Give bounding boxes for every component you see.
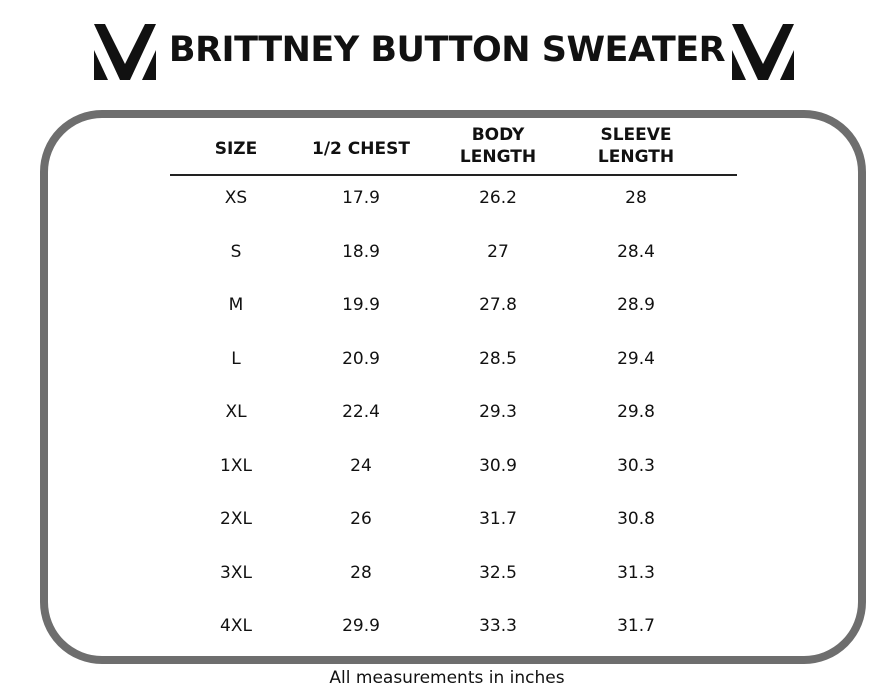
table-cell: 28.9	[617, 295, 655, 315]
table-cell: 30.8	[617, 509, 655, 529]
table-cell: 27.8	[479, 295, 517, 315]
table-cell: L	[231, 348, 241, 369]
table-cell: 18.9	[342, 241, 380, 262]
table-cell: 17.9	[342, 188, 380, 208]
table-cell: 26	[350, 509, 372, 529]
table-cell: 29.3	[479, 402, 517, 422]
column-header: BODY LENGTH	[459, 125, 537, 167]
table-cell: 26.2	[479, 188, 517, 208]
table-cell: 28	[625, 188, 647, 208]
table-cell: 30.9	[479, 455, 517, 476]
table-cell: 20.9	[342, 348, 380, 369]
title: BRITTNEY BUTTON SWEATER	[168, 30, 726, 70]
table-cell: 28.5	[479, 348, 517, 369]
table-cell: 31.3	[617, 562, 655, 583]
table-cell: 33.3	[479, 616, 517, 636]
table-cell: M	[228, 295, 244, 315]
table-cell: 32.5	[479, 562, 517, 583]
column-header: SIZE	[214, 139, 258, 159]
table-cell: 30.3	[617, 455, 655, 476]
column-header: SLEEVE LENGTH	[597, 125, 675, 167]
table-cell: 31.7	[479, 509, 517, 529]
table-cell: 1XL	[220, 455, 252, 476]
frame	[40, 110, 866, 664]
table-cell: 22.4	[342, 402, 380, 422]
table-cell: 24	[350, 455, 372, 476]
table-cell: 31.7	[617, 616, 655, 636]
table-cell: 27	[487, 241, 509, 262]
table-cell: 28	[350, 562, 372, 583]
table-cell: 4XL	[220, 616, 252, 636]
table-cell: 19.9	[342, 295, 380, 315]
table-cell: XL	[225, 402, 247, 422]
table-cell: 29.8	[617, 402, 655, 422]
table-cell: 29.4	[617, 348, 655, 369]
table-cell: 29.9	[342, 616, 380, 636]
table-cell: 3XL	[220, 562, 252, 583]
logo	[94, 24, 156, 80]
header-rule	[170, 174, 737, 176]
logo	[732, 24, 794, 80]
table-cell: 28.4	[617, 241, 655, 262]
footnote: All measurements in inches	[329, 668, 565, 688]
table-cell: XS	[224, 188, 248, 208]
table-cell: S	[230, 241, 242, 262]
table-cell: 2XL	[220, 509, 252, 529]
column-header: 1/2 CHEST	[312, 139, 410, 159]
